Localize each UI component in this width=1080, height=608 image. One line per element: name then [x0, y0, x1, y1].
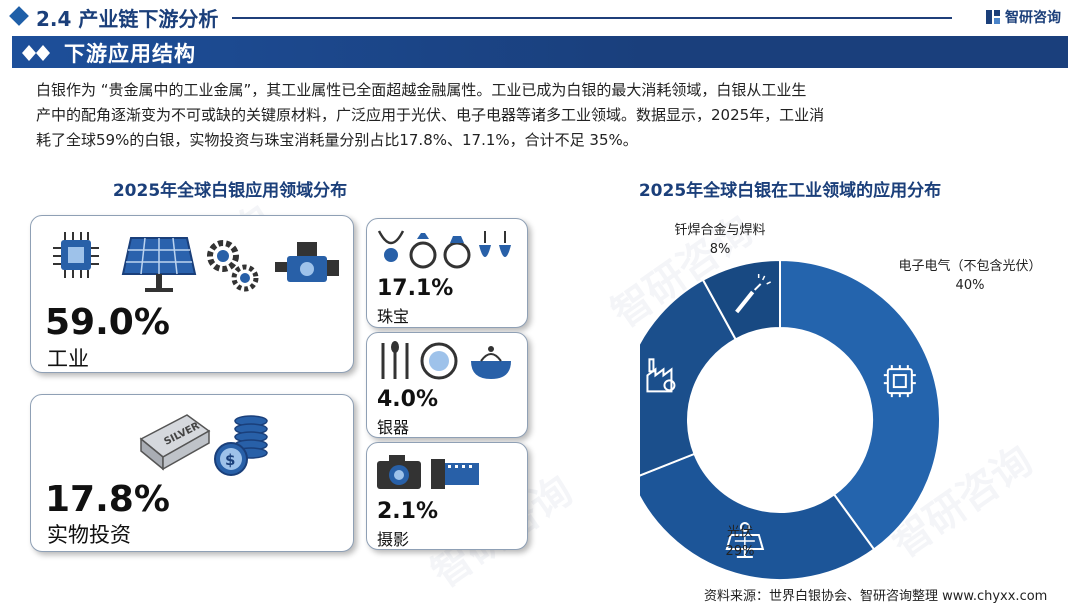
top-header: 2.4 产业链下游分析 智研咨询	[0, 0, 1080, 34]
double-diamond-icon	[22, 45, 50, 61]
right-chart-title: 2025年全球白银在工业领域的应用分布	[638, 181, 942, 201]
investment-percent: 17.8%	[45, 479, 170, 520]
intro-line: 耗了全球59%的白银，实物投资与珠宝消耗量分别占比17.8%、17.1%，合计不…	[36, 131, 638, 149]
silverware-percent: 4.0%	[377, 387, 439, 412]
brand-name: 智研咨询	[1005, 10, 1061, 26]
donut-slice-1	[779, 258, 941, 551]
engine-icon	[275, 242, 339, 282]
donut-value-label: 8%	[710, 242, 731, 257]
donut-slice-4	[701, 258, 781, 341]
jewelry-percent: 17.1%	[377, 276, 454, 301]
silverware-label: 银器	[377, 418, 410, 437]
photography-label: 摄影	[377, 530, 410, 549]
card-photography: 2.1% 摄影	[366, 442, 528, 550]
chip-icon	[53, 232, 99, 278]
page-title: 下游应用结构	[64, 42, 196, 66]
donut-category-label: 电子电气（不包含光伏）	[898, 258, 1041, 274]
industry-percent: 59.0%	[45, 302, 170, 343]
donut-category-label: 光伏	[727, 525, 753, 540]
solar-panel-icon	[725, 521, 765, 558]
coins-icon: $	[214, 415, 268, 476]
svg-text:$: $	[225, 451, 235, 469]
source-note: 资料来源：世界白银协会、智研咨询整理 www.chyxx.com	[704, 589, 1048, 604]
jewelry-icon	[377, 230, 511, 269]
diamond-icon	[9, 6, 29, 26]
card-silverware: 4.0% 银器	[366, 332, 528, 438]
silver-bar-icon: SILVER	[139, 414, 211, 471]
card-jewelry: 17.1% 珠宝	[366, 218, 528, 328]
donut-slice-3	[640, 278, 738, 477]
section-title: 2.4 产业链下游分析	[36, 7, 219, 31]
photography-percent: 2.1%	[377, 499, 439, 524]
intro-line: 产中的配角逐渐变为不可或缺的关键原材料，广泛应用于光伏、电子电器等诸多工业领域。…	[36, 106, 825, 124]
factory-icon	[646, 358, 676, 393]
intro-paragraph: 白银作为 “贵金属中的工业金属”，其工业属性已全面超越金融属性。工业已成为白银的…	[36, 78, 1046, 153]
cutlery-icon	[381, 341, 511, 380]
card-industry: 59.0% 工业	[30, 215, 354, 373]
donut-value-label: 29%	[726, 544, 755, 559]
card-investment: SILVER $ 17.8% 实物投资	[30, 394, 354, 552]
industry-label: 工业	[47, 347, 89, 371]
brand-logo: 智研咨询	[985, 7, 1061, 27]
solar-panel-icon	[121, 237, 197, 292]
camera-icon	[377, 455, 479, 489]
header-divider	[232, 17, 952, 19]
donut-category-label: 钎焊合金与焊料	[674, 222, 765, 238]
gears-icon	[207, 240, 259, 292]
donut-value-label: 40%	[956, 278, 985, 293]
left-chart-title: 2025年全球白银应用领域分布	[112, 181, 348, 201]
brand-mark-icon	[986, 10, 1000, 24]
donut-slice-2	[640, 452, 876, 580]
intro-line: 白银作为 “贵金属中的工业金属”，其工业属性已全面超越金融属性。工业已成为白银的…	[36, 81, 807, 99]
title-bar: 下游应用结构	[12, 36, 1068, 68]
chip-icon	[883, 365, 916, 398]
jewelry-label: 珠宝	[377, 307, 410, 326]
investment-label: 实物投资	[47, 523, 131, 547]
